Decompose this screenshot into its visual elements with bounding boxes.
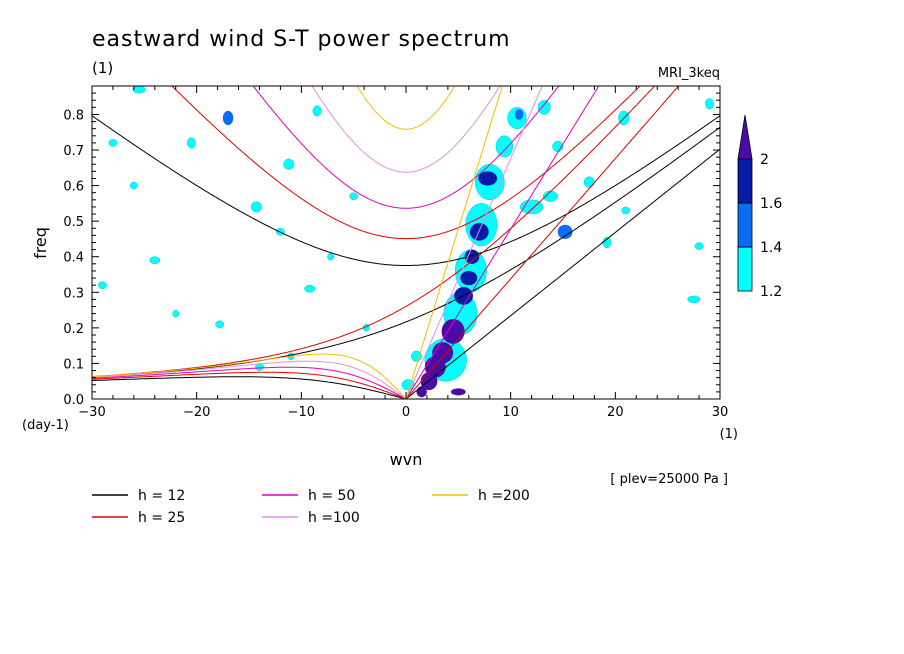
contour-blob [304,284,316,293]
y-tick-label: 0.2 [63,322,84,337]
contour-blob [149,256,161,265]
contour-blob [621,206,631,215]
axis-ticks: −30 −20 −10 0 10 20 30 0.0 0.1 0.2 0.3 0.4 0.5 0.6 0.7… [63,86,728,420]
kelvin-wave-curve [405,86,503,399]
y-axis-label: freq [31,227,50,259]
contour-blob [215,320,225,329]
level-annotation: [ plev=25000 Pa ] [610,472,728,487]
colorbar-extend-arrow [737,114,753,160]
contour-blob [478,171,498,186]
legend-label: h =200 [478,488,530,504]
rossby-wave-curve [92,366,406,399]
plot-frame [91,85,721,400]
contour-blob [255,363,264,371]
colorbar-segment [737,202,753,248]
contour-blob [451,388,466,396]
contour-blob [108,139,118,147]
contour-blob [687,295,701,304]
x-tick-label: 10 [502,405,519,420]
colorbar-label: 1.2 [760,284,782,300]
contour-fill-group [98,86,714,398]
y-tick-label: 0.5 [63,215,84,230]
contour-blob [98,281,107,289]
colorbar-segment [737,246,753,292]
gravity-wave-curve [356,86,456,130]
contour-blob [432,342,454,364]
contour-blob [460,270,478,286]
legend-label: h =100 [308,510,360,526]
kelvin-wave-curve [405,86,600,399]
gravity-wave-curve [311,86,501,173]
colorbar-label: 1.4 [760,240,782,256]
y-tick-label: 0.0 [63,393,84,408]
x-tick-label: −10 [288,405,315,420]
contour-blob [132,86,146,94]
contour-blob [172,309,180,318]
gravity-wave-curve [171,86,641,240]
chart-subtitle-right: MRI_3keq [658,66,720,81]
mixed-rossby-gravity-curve [92,86,656,378]
contour-blob [583,176,595,188]
rossby-wave-curve [92,376,406,399]
contour-blob [186,137,196,149]
contour-blob [694,242,704,250]
contour-blob [222,110,234,126]
chart-subtitle-left: (1) [92,59,113,77]
x-axis-label: wvn [390,450,423,469]
y-tick-label: 0.6 [63,180,84,195]
contour-blob [557,224,573,239]
y-axis-unit: (day-1) [22,418,69,433]
kelvin-wave-curve [405,86,543,399]
y-tick-label: 0.1 [63,357,84,372]
colorbar-label: 2 [760,152,769,168]
legend-label: h = 12 [138,488,185,504]
colorbar-segment [737,158,753,204]
y-tick-label: 0.7 [63,144,84,159]
contour-blob [514,109,524,120]
kelvin-wave-curve [405,148,720,399]
contour-blob [250,201,262,213]
x-tick-label: 20 [607,405,624,420]
contour-blob [519,199,544,215]
y-tick-label: 0.8 [63,108,84,123]
x-tick-label: −30 [78,405,105,420]
contour-blob [349,192,359,201]
colorbar: 1.2 1.4 1.6 2 [737,114,782,300]
gravity-wave-curve [92,115,720,266]
colorbar-label: 1.6 [760,196,782,212]
y-tick-label: 0.4 [63,251,84,266]
dispersion-curve-group [92,86,720,399]
chart-title: eastward wind S-T power spectrum [92,27,511,52]
rossby-wave-curve [92,371,406,399]
contour-blob [705,98,714,110]
x-tick-label: −20 [183,405,210,420]
y-tick-label: 0.3 [63,286,84,301]
kelvin-wave-curve [405,86,680,399]
contour-blob [129,181,138,190]
legend-label: h = 25 [138,510,185,526]
contour-blob [542,190,559,202]
rossby-wave-curve [92,360,406,399]
legend-label: h = 50 [308,488,355,504]
contour-blob [410,350,422,362]
contour-blob [312,105,322,117]
x-axis-unit: (1) [720,427,738,442]
legend: h = 12 h = 25 h = 50 h =100 h =200 [92,488,530,526]
contour-blob [283,158,295,170]
contour-blob [327,252,335,261]
contour-blob [537,99,551,115]
x-tick-label: 30 [712,405,729,420]
rossby-wave-curve [92,353,406,399]
contour-blob [495,135,514,158]
gravity-wave-curve [252,86,560,209]
contour-blob [464,249,480,264]
mixed-rossby-gravity-curve [92,126,720,378]
x-tick-label: 0 [402,405,410,420]
